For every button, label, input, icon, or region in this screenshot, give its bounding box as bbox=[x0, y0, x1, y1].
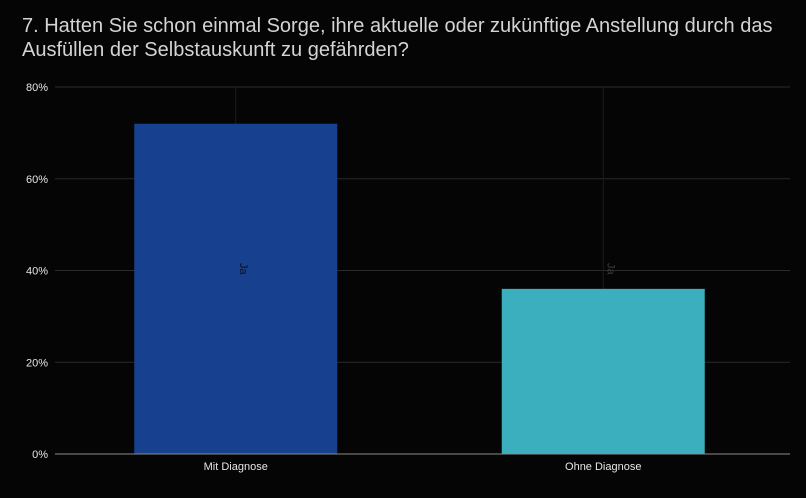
chart-title-line-1: 7. Hatten Sie schon einmal Sorge, ihre a… bbox=[22, 15, 773, 37]
bar-labels: Ja Ja bbox=[237, 263, 617, 276]
y-axis-ticks: 0% 20% 40% 60% 80% bbox=[26, 82, 48, 461]
bars bbox=[134, 123, 705, 454]
chart-title-line-2: Ausfüllen der Selbstauskunft zu gefährde… bbox=[22, 39, 409, 61]
category-label: Mit Diagnose bbox=[204, 461, 268, 473]
category-label: Ohne Diagnose bbox=[565, 461, 641, 473]
chart-title: 7. Hatten Sie schon einmal Sorge, ihre a… bbox=[22, 14, 792, 62]
y-tick-label: 60% bbox=[26, 174, 48, 186]
y-tick-label: 0% bbox=[32, 449, 48, 461]
y-tick-label: 80% bbox=[26, 82, 48, 94]
category-labels: Mit Diagnose Ohne Diagnose bbox=[204, 461, 642, 473]
bar-label: Ja bbox=[237, 263, 249, 276]
y-tick-label: 40% bbox=[26, 266, 48, 278]
bar bbox=[501, 288, 705, 454]
y-tick-label: 20% bbox=[26, 357, 48, 369]
bar-label: Ja bbox=[604, 263, 616, 276]
bar bbox=[134, 123, 338, 454]
